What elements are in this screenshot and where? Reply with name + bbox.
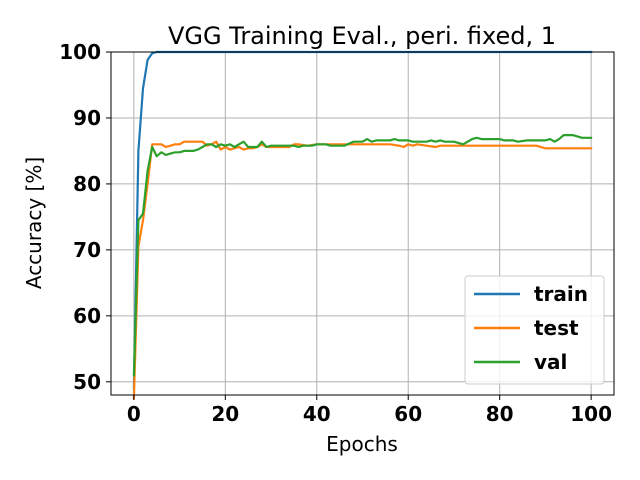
chart-title: VGG Training Eval., peri. fixed, 1	[168, 22, 556, 50]
x-tick-label: 20	[211, 402, 239, 426]
y-tick-label: 100	[59, 40, 101, 64]
y-axis-label: Accuracy [%]	[22, 157, 46, 289]
x-axis-label: Epochs	[326, 432, 398, 456]
legend: train test val	[464, 275, 605, 385]
x-tick-label: 100	[570, 402, 612, 426]
legend-label-train: train	[534, 282, 588, 306]
x-tick-label: 40	[303, 402, 331, 426]
x-tick-label: 60	[394, 402, 422, 426]
series-line-val	[132, 134, 593, 377]
axis-ticks: 0 20 40 60 80 100 50 60 70 80 90 100	[59, 40, 612, 426]
y-tick-label: 90	[73, 106, 101, 130]
y-tick-label: 70	[73, 238, 101, 262]
x-tick-label: 0	[127, 402, 141, 426]
legend-box	[464, 275, 605, 385]
legend-label-val: val	[534, 350, 567, 374]
x-tick-label: 80	[486, 402, 514, 426]
y-tick-label: 50	[73, 370, 101, 394]
y-tick-label: 80	[73, 172, 101, 196]
legend-label-test: test	[534, 316, 579, 340]
plot-frame	[110, 51, 615, 396]
y-tick-label: 60	[73, 304, 101, 328]
